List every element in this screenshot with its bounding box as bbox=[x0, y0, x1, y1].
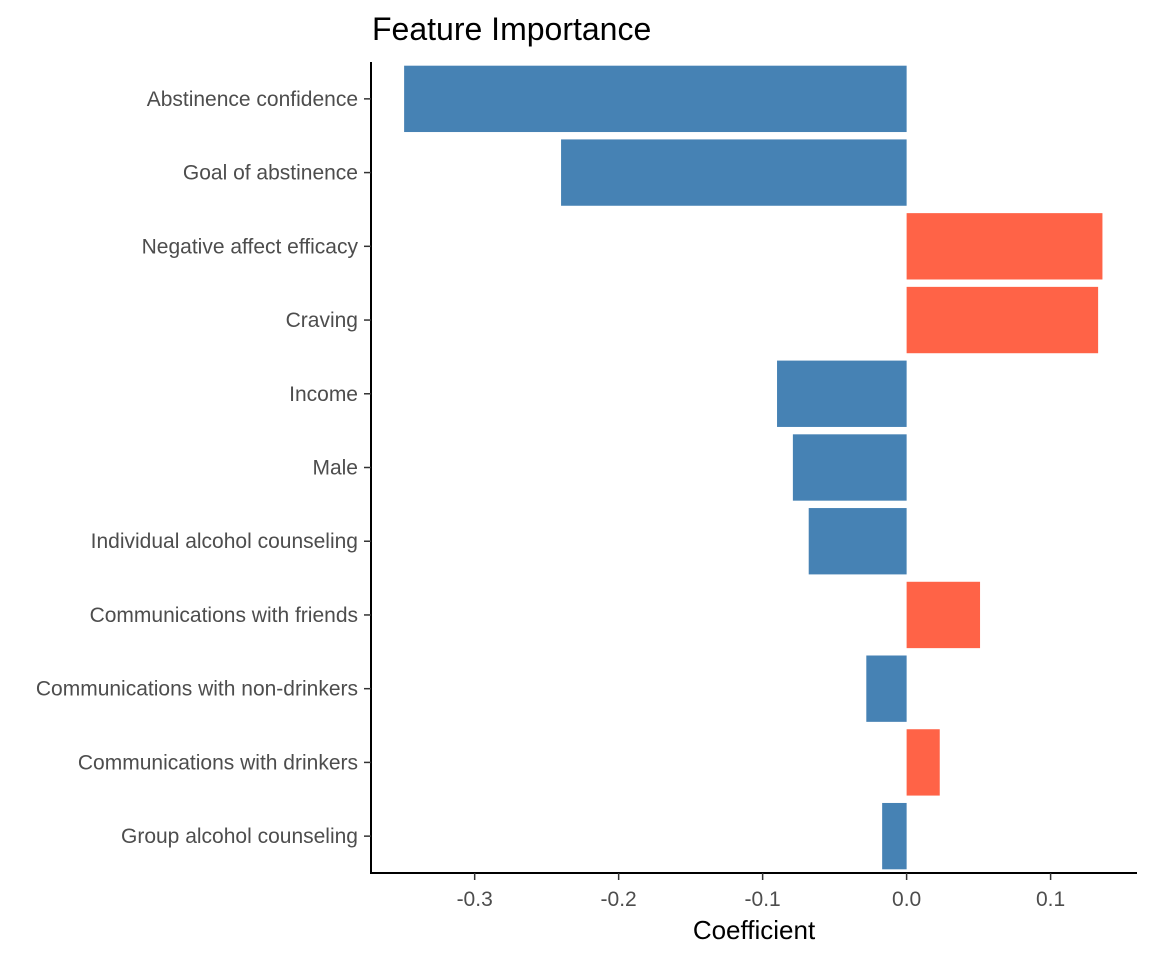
x-tick-label-4: 0.1 bbox=[1036, 888, 1065, 911]
category-labels: Abstinence confidence Goal of abstinence N… bbox=[36, 88, 359, 848]
category-label-abstinence-confidence: Abstinence confidence bbox=[147, 88, 358, 111]
x-tick-label-2: -0.1 bbox=[745, 888, 781, 911]
category-label-communications-with-drinkers: Communications with drinkers bbox=[78, 751, 358, 774]
category-label-income: Income bbox=[289, 383, 358, 406]
bar-abstinence-confidence bbox=[404, 65, 907, 133]
bar-communications-with-non-drinkers bbox=[866, 655, 907, 722]
category-label-male: Male bbox=[312, 457, 358, 480]
bar-male bbox=[792, 434, 907, 501]
bar-individual-alcohol-counseling bbox=[808, 508, 907, 575]
category-label-negative-affect-efficacy: Negative affect efficacy bbox=[142, 235, 359, 258]
bar-communications-with-drinkers bbox=[906, 729, 940, 796]
category-label-group-alcohol-counseling: Group alcohol counseling bbox=[121, 825, 358, 848]
bars-layer bbox=[404, 65, 1103, 870]
category-label-communications-with-friends: Communications with friends bbox=[90, 604, 358, 627]
bar-craving bbox=[906, 286, 1099, 354]
bar-income bbox=[777, 360, 907, 427]
bar-communications-with-friends bbox=[906, 581, 981, 649]
x-tick-label-0: -0.3 bbox=[457, 888, 493, 911]
category-label-communications-with-non-drinkers: Communications with non-drinkers bbox=[36, 678, 358, 701]
x-axis-title: Coefficient bbox=[693, 915, 816, 945]
tick-labels: -0.3 -0.2 -0.1 0.0 0.1 bbox=[457, 888, 1066, 911]
bar-negative-affect-efficacy bbox=[906, 213, 1103, 280]
category-label-craving: Craving bbox=[286, 309, 358, 332]
bar-group-alcohol-counseling bbox=[882, 802, 907, 870]
x-tick-label-1: -0.2 bbox=[601, 888, 637, 911]
category-label-individual-alcohol-counseling: Individual alcohol counseling bbox=[91, 530, 358, 553]
x-tick-label-3: 0.0 bbox=[892, 888, 921, 911]
bar-goal-of-abstinence bbox=[561, 139, 907, 206]
category-label-goal-of-abstinence: Goal of abstinence bbox=[183, 162, 358, 185]
x-axis bbox=[370, 872, 1137, 880]
chart-title: Feature Importance bbox=[372, 11, 651, 47]
y-axis bbox=[364, 62, 372, 874]
